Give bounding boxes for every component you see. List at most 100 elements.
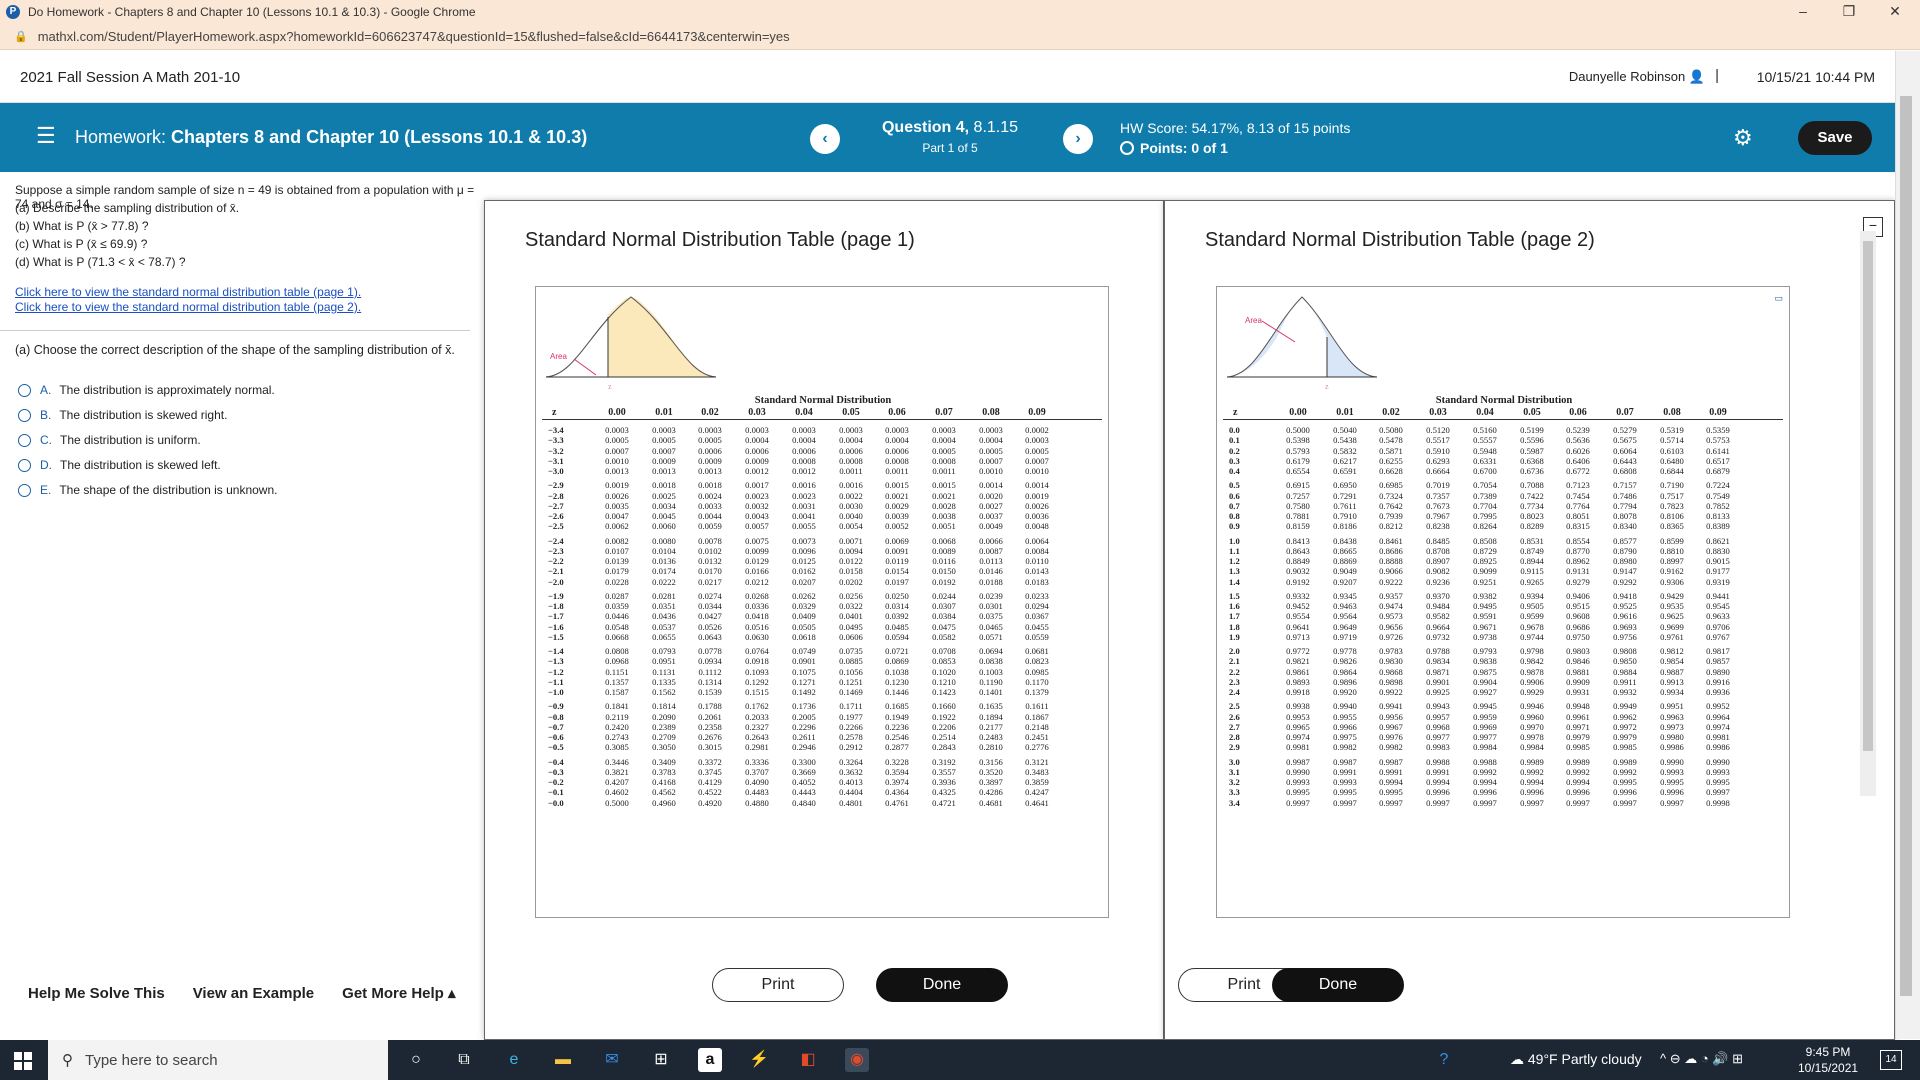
probability-cell: 0.9997 bbox=[1379, 797, 1403, 808]
restore-icon[interactable]: ❐ bbox=[1842, 3, 1856, 19]
probability-cell: 0.9738 bbox=[1473, 631, 1497, 642]
probability-cell: 0.2743 bbox=[605, 732, 629, 742]
probability-cell: 0.9625 bbox=[1660, 611, 1684, 622]
search-placeholder[interactable]: Type here to search bbox=[85, 1051, 218, 1069]
option-d[interactable]: D. The distribution is skewed left. bbox=[18, 458, 221, 472]
lock-icon[interactable]: 🔒 bbox=[14, 31, 28, 43]
probability-cell: 0.0019 bbox=[605, 480, 629, 491]
previous-question-button[interactable]: ‹ bbox=[810, 124, 840, 154]
probability-cell: 0.0367 bbox=[1025, 611, 1049, 622]
probability-cell: 0.0901 bbox=[792, 656, 816, 667]
z-value: 2.3 bbox=[1229, 676, 1240, 687]
table-page1-link[interactable]: Click here to view the standard normal d… bbox=[15, 285, 362, 299]
z-value: 1.8 bbox=[1229, 621, 1240, 632]
probability-cell: 0.0013 bbox=[605, 466, 629, 476]
edge-icon[interactable]: e bbox=[509, 1051, 519, 1068]
probability-cell: 0.0217 bbox=[698, 576, 722, 587]
help-me-solve-button[interactable]: Help Me Solve This bbox=[28, 984, 165, 1002]
user-name[interactable]: Daunyelle Robinson 👤 bbox=[1569, 69, 1705, 85]
probability-cell: 0.0314 bbox=[885, 601, 909, 611]
done-button[interactable]: Done bbox=[876, 968, 1008, 1002]
address-bar[interactable]: 🔒 mathxl.com/Student/PlayerHomework.aspx… bbox=[0, 24, 1920, 50]
probability-cell: 0.0082 bbox=[605, 535, 629, 546]
probability-cell: 0.6255 bbox=[1379, 455, 1403, 466]
probability-cell: 0.2877 bbox=[885, 742, 909, 753]
probability-cell: 0.9192 bbox=[1286, 576, 1310, 587]
probability-cell: 0.0038 bbox=[932, 511, 956, 521]
probability-cell: 0.7486 bbox=[1613, 490, 1637, 501]
table-page2-link[interactable]: Click here to view the standard normal d… bbox=[15, 300, 362, 314]
file-explorer-icon[interactable]: ▬ bbox=[555, 1051, 571, 1068]
radio-button[interactable] bbox=[18, 433, 31, 447]
probability-cell: 0.7291 bbox=[1333, 490, 1357, 501]
close-icon[interactable]: ✕ bbox=[1889, 3, 1901, 19]
probability-cell: 0.0188 bbox=[979, 576, 1003, 587]
cortana-icon[interactable]: ○ bbox=[411, 1051, 421, 1068]
done-button[interactable]: Done bbox=[1272, 968, 1404, 1002]
page-scroll-thumb[interactable] bbox=[1900, 96, 1912, 996]
office-icon[interactable]: ◧ bbox=[800, 1051, 816, 1068]
view-example-button[interactable]: View an Example bbox=[192, 984, 315, 1002]
lightning-app-icon[interactable]: ⚡ bbox=[749, 1051, 769, 1068]
radio-button[interactable] bbox=[18, 383, 31, 397]
probability-cell: 0.0005 bbox=[698, 435, 722, 446]
table-scroll-thumb[interactable] bbox=[1863, 241, 1873, 751]
probability-cell: 0.0005 bbox=[652, 435, 676, 446]
option-a[interactable]: A. The distribution is approximately nor… bbox=[18, 383, 275, 397]
option-b[interactable]: B. The distribution is skewed right. bbox=[18, 408, 227, 422]
amazon-icon[interactable]: a bbox=[698, 1048, 722, 1072]
probability-cell: 0.2643 bbox=[745, 732, 769, 742]
probability-cell: 0.9909 bbox=[1566, 676, 1590, 687]
probability-cell: 0.9875 bbox=[1473, 666, 1497, 677]
probability-cell: 0.3085 bbox=[605, 742, 629, 753]
probability-cell: 0.9997 bbox=[1473, 797, 1497, 808]
radio-button[interactable] bbox=[18, 408, 31, 422]
table-scrollbar[interactable] bbox=[1860, 231, 1876, 796]
probability-cell: 0.5478 bbox=[1379, 435, 1403, 446]
probability-cell: 0.1814 bbox=[652, 701, 676, 712]
help-icon[interactable]: ? bbox=[1439, 1051, 1449, 1068]
probability-cell: 0.8106 bbox=[1660, 511, 1684, 521]
store-icon[interactable]: ⊞ bbox=[654, 1051, 668, 1068]
taskbar-search-box[interactable]: ⚲ Type here to search bbox=[48, 1040, 388, 1080]
task-view-icon[interactable]: ⧉ bbox=[458, 1051, 470, 1068]
mail-icon[interactable]: ✉ bbox=[605, 1051, 619, 1068]
option-c[interactable]: C. The distribution is uniform. bbox=[18, 433, 201, 447]
probability-cell: 0.7642 bbox=[1379, 500, 1403, 511]
probability-cell: 0.9990 bbox=[1286, 766, 1310, 777]
next-question-button[interactable]: › bbox=[1063, 124, 1093, 154]
windows-start-icon[interactable] bbox=[14, 1052, 32, 1070]
system-tray-icons[interactable]: ^ ⊖ ☁ ◔ 🔊 ⊞ bbox=[1660, 1051, 1743, 1066]
probability-cell: 0.7852 bbox=[1706, 500, 1730, 511]
clock-time: 9:45 PM bbox=[1805, 1045, 1851, 1059]
probability-cell: 0.0008 bbox=[792, 455, 816, 466]
notification-icon[interactable]: 14 bbox=[1880, 1050, 1902, 1070]
page-scrollbar[interactable] bbox=[1895, 51, 1920, 1039]
print-button[interactable]: Print bbox=[712, 968, 844, 1002]
probability-cell: 0.9973 bbox=[1660, 721, 1684, 732]
probability-cell: 0.0359 bbox=[605, 601, 629, 611]
radio-button[interactable] bbox=[18, 458, 31, 472]
chrome-icon[interactable]: ◉ bbox=[845, 1048, 869, 1072]
probability-cell: 0.0427 bbox=[698, 611, 722, 622]
radio-button[interactable] bbox=[18, 483, 31, 497]
probability-cell: 0.1003 bbox=[979, 666, 1003, 677]
probability-cell: 0.0008 bbox=[839, 455, 863, 466]
option-e[interactable]: E. The shape of the distribution is unkn… bbox=[18, 483, 277, 497]
probability-cell: 0.9951 bbox=[1660, 701, 1684, 712]
expand-icon[interactable]: ▭ bbox=[1774, 293, 1783, 303]
gear-icon[interactable]: ⚙ bbox=[1733, 125, 1753, 150]
probability-cell: 0.8643 bbox=[1286, 545, 1310, 556]
weather-widget[interactable]: ☁ 49°F Partly cloudy bbox=[1510, 1051, 1642, 1068]
probability-cell: 0.6950 bbox=[1333, 480, 1357, 491]
probability-cell: 0.5438 bbox=[1333, 435, 1357, 446]
minimize-icon[interactable]: – bbox=[1799, 3, 1807, 19]
hamburger-menu-icon[interactable]: ☰ bbox=[36, 123, 56, 148]
save-button[interactable]: Save bbox=[1798, 121, 1872, 155]
probability-cell: 0.3156 bbox=[979, 756, 1003, 767]
probability-cell: 0.9995 bbox=[1613, 777, 1637, 787]
z-value: 2.2 bbox=[1229, 666, 1240, 677]
taskbar-clock[interactable]: 9:45 PM 10/15/2021 bbox=[1798, 1044, 1858, 1076]
get-more-help-button[interactable]: Get More Help ▴ bbox=[342, 985, 456, 1002]
url-text[interactable]: mathxl.com/Student/PlayerHomework.aspx?h… bbox=[37, 29, 790, 44]
